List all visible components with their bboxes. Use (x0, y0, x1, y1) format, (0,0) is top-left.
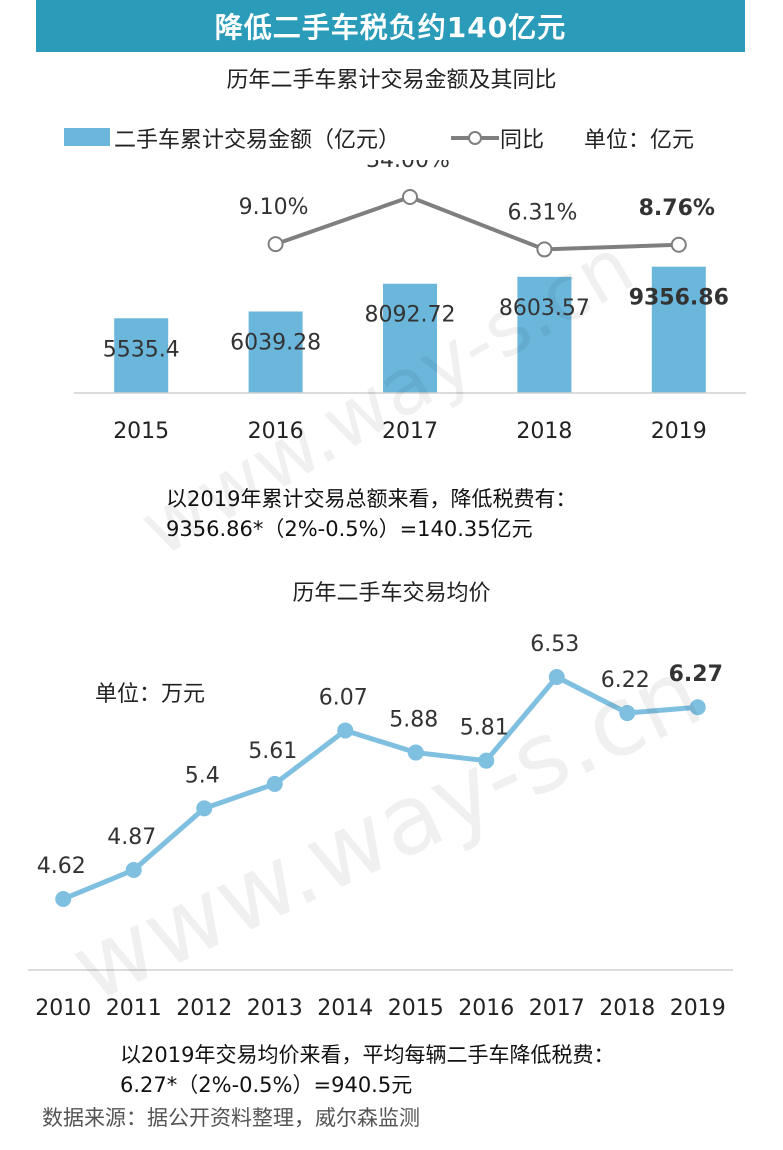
x-tick-label-2010: 2010 (35, 996, 91, 1021)
x-tick-label-2016: 2016 (248, 419, 304, 444)
bar-value-label-2015: 5535.4 (103, 337, 180, 362)
yoy-point-2016 (267, 236, 284, 253)
yoy-value-label-2017: 34.00% (366, 160, 450, 173)
bar-2017 (383, 283, 437, 393)
price-point-2011 (125, 861, 142, 878)
x-tick-label-2016: 2016 (458, 996, 514, 1021)
chart1-title: 历年二手车累计交易金额及其同比 (226, 68, 557, 93)
chart1-combo-plot: 5535.4 6039.28 8092.72 8603.57 9356.86 2015 20… (74, 160, 746, 444)
x-tick-label-2014: 2014 (317, 996, 373, 1021)
data-source-note: 数据来源：据公开资料整理，威尔森监测 (42, 1106, 420, 1130)
price-point-2019 (689, 699, 706, 716)
legend-line-label: 同比 (500, 128, 545, 153)
x-tick-label-2017: 2017 (382, 419, 438, 444)
yoy-value-label-2018: 6.31% (507, 200, 577, 225)
price-point-2017 (548, 669, 565, 685)
x-tick-label-2017: 2017 (529, 996, 585, 1021)
price-value-label-2010: 4.62 (37, 854, 86, 879)
price-line (62, 674, 698, 902)
conclusion-2: 以2019年交易均价来看，平均每辆二手车降低税费： 6.27*（2%-0.5%）… (120, 1040, 614, 1100)
bar-2019 (651, 266, 706, 393)
yoy-value-label-2016: 9.10% (239, 195, 309, 220)
x-tick-label-2015: 2015 (113, 419, 169, 444)
x-tick-label-2015: 2015 (388, 996, 444, 1021)
x-tick-label-2013: 2013 (247, 996, 303, 1021)
conclusion-1-line2: 9356.86*（2%-0.5%）=140.35亿元 (166, 517, 533, 541)
conclusion-1-line1: 以2019年累计交易总额来看，降低税费有： (166, 487, 577, 511)
x-tick-label-2019: 2019 (651, 419, 707, 444)
price-point-2018 (619, 705, 636, 722)
yoy-point-2017 (402, 189, 418, 205)
price-point-2012 (196, 800, 213, 817)
bar-2015 (114, 318, 169, 393)
conclusion-2-line2: 6.27*（2%-0.5%）=940.5元 (120, 1073, 413, 1097)
yoy-line (274, 194, 679, 252)
conclusion-1: 以2019年累计交易总额来看，降低税费有： 9356.86*（2%-0.5%）=… (166, 484, 576, 544)
legend-bar-swatch (64, 128, 110, 146)
x-tick-label-2012: 2012 (176, 996, 232, 1021)
x-tick-label-2019: 2019 (670, 996, 726, 1021)
price-point-2010 (55, 891, 72, 907)
banner-title: 降低二手车税负约140亿元 (36, 0, 745, 52)
chart1-legend: 二手车累计交易金额（亿元） 同比 单位：亿元 (0, 120, 783, 156)
price-value-label-2017: 6.53 (530, 632, 579, 657)
chart2-line-plot: 4.62 2010 4.87 2011 5.4 2012 5.61 2013 6.07 2014 5… (28, 632, 733, 1021)
legend-line-marker (451, 131, 499, 145)
price-point-2016 (478, 752, 495, 769)
yoy-value-label-2019: 8.76% (639, 196, 715, 221)
price-value-label-2018: 6.22 (601, 668, 650, 693)
legend-bar-label: 二手车累计交易金额（亿元） (114, 128, 401, 153)
bar-2016 (248, 311, 303, 393)
price-point-2014 (337, 722, 354, 739)
price-value-label-2016: 5.81 (460, 716, 509, 741)
chart2-unit-label: 单位：万元 (95, 682, 206, 707)
price-value-label-2013: 5.61 (248, 739, 297, 764)
bar-value-label-2019: 9356.86 (629, 286, 729, 311)
x-tick-label-2011: 2011 (106, 996, 162, 1021)
bar-2018 (517, 276, 572, 393)
price-point-2013 (266, 775, 283, 792)
yoy-point-2019 (670, 236, 687, 253)
bar-value-label-2018: 8603.57 (499, 296, 590, 321)
x-tick-label-2018: 2018 (599, 996, 655, 1021)
price-value-label-2015: 5.88 (389, 708, 438, 733)
chart1-unit-label: 单位：亿元 (584, 128, 695, 153)
chart2-title: 历年二手车交易均价 (292, 581, 491, 606)
price-value-label-2011: 4.87 (107, 825, 156, 850)
price-value-label-2014: 6.07 (319, 685, 368, 710)
price-value-label-2019: 6.27 (669, 662, 723, 687)
yoy-point-2018 (536, 241, 553, 258)
x-tick-label-2018: 2018 (516, 419, 572, 444)
bar-value-label-2017: 8092.72 (365, 303, 456, 328)
price-point-2015 (407, 744, 424, 761)
conclusion-2-line1: 以2019年交易均价来看，平均每辆二手车降低税费： (120, 1043, 615, 1067)
bar-value-label-2016: 6039.28 (230, 330, 321, 355)
price-value-label-2012: 5.4 (185, 763, 220, 788)
